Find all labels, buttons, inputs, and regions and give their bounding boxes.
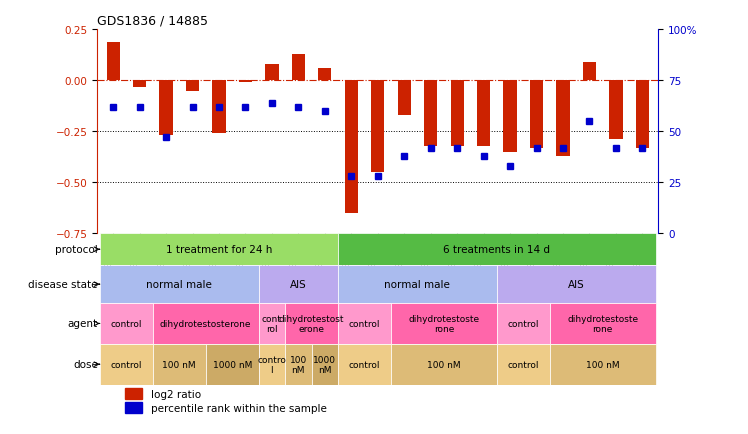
FancyBboxPatch shape <box>259 344 285 385</box>
FancyBboxPatch shape <box>391 303 497 344</box>
Bar <box>292 55 305 81</box>
Text: control: control <box>508 360 539 369</box>
Bar <box>424 81 438 146</box>
FancyBboxPatch shape <box>338 303 391 344</box>
Text: 100 nM: 100 nM <box>586 360 619 369</box>
Text: 100 nM: 100 nM <box>427 360 461 369</box>
FancyBboxPatch shape <box>259 266 338 303</box>
FancyBboxPatch shape <box>497 303 550 344</box>
FancyBboxPatch shape <box>100 266 259 303</box>
FancyBboxPatch shape <box>100 233 338 266</box>
Text: control: control <box>111 319 142 328</box>
Text: control: control <box>349 319 380 328</box>
Bar <box>371 81 384 173</box>
FancyBboxPatch shape <box>550 344 655 385</box>
FancyBboxPatch shape <box>338 344 391 385</box>
Text: 1000
nM: 1000 nM <box>313 355 337 374</box>
Bar <box>318 69 331 81</box>
Text: log2 ratio: log2 ratio <box>150 389 200 398</box>
Text: percentile rank within the sample: percentile rank within the sample <box>150 403 326 413</box>
Text: dihydrotestoste
rone: dihydrotestoste rone <box>408 314 479 333</box>
Bar <box>345 81 358 214</box>
Bar <box>212 81 226 134</box>
Bar <box>636 81 649 148</box>
Text: 100
nM: 100 nM <box>289 355 307 374</box>
FancyBboxPatch shape <box>497 344 550 385</box>
Text: contro
l: contro l <box>257 355 286 374</box>
FancyBboxPatch shape <box>285 303 338 344</box>
Text: 1000 nM: 1000 nM <box>212 360 252 369</box>
Bar <box>557 81 569 156</box>
Text: 6 treatments in 14 d: 6 treatments in 14 d <box>444 245 551 255</box>
Text: dihydrotestoste
rone: dihydrotestoste rone <box>567 314 638 333</box>
FancyBboxPatch shape <box>338 266 497 303</box>
Text: normal male: normal male <box>147 279 212 289</box>
Bar <box>398 81 411 116</box>
Text: AIS: AIS <box>290 279 307 289</box>
Text: normal male: normal male <box>384 279 450 289</box>
Text: agent: agent <box>67 319 98 329</box>
Text: 1 treatment for 24 h: 1 treatment for 24 h <box>166 245 272 255</box>
Bar <box>186 81 199 92</box>
Text: protocol: protocol <box>55 245 98 255</box>
FancyBboxPatch shape <box>153 344 206 385</box>
Bar <box>126 388 142 399</box>
Text: dose: dose <box>73 359 98 369</box>
FancyBboxPatch shape <box>312 344 338 385</box>
Bar <box>610 81 622 140</box>
Bar <box>106 43 120 81</box>
FancyBboxPatch shape <box>100 344 153 385</box>
Text: dihydrotestost
erone: dihydrotestost erone <box>279 314 344 333</box>
FancyBboxPatch shape <box>206 344 259 385</box>
FancyBboxPatch shape <box>259 303 285 344</box>
Bar <box>266 65 278 81</box>
Bar <box>126 402 142 414</box>
FancyBboxPatch shape <box>497 266 655 303</box>
Bar <box>450 81 464 146</box>
FancyBboxPatch shape <box>391 344 497 385</box>
Text: AIS: AIS <box>568 279 585 289</box>
Bar <box>159 81 173 136</box>
Bar <box>530 81 543 148</box>
Text: control: control <box>111 360 142 369</box>
FancyBboxPatch shape <box>100 303 153 344</box>
FancyBboxPatch shape <box>338 233 655 266</box>
Text: dihydrotestosterone: dihydrotestosterone <box>160 319 251 328</box>
Text: control: control <box>508 319 539 328</box>
Text: cont
rol: cont rol <box>262 314 282 333</box>
Text: 100 nM: 100 nM <box>162 360 196 369</box>
Text: GDS1836 / 14885: GDS1836 / 14885 <box>97 15 208 28</box>
FancyBboxPatch shape <box>550 303 655 344</box>
Bar <box>477 81 490 146</box>
Text: control: control <box>349 360 380 369</box>
Bar <box>583 63 596 81</box>
FancyBboxPatch shape <box>285 344 312 385</box>
FancyBboxPatch shape <box>153 303 259 344</box>
Bar <box>133 81 146 87</box>
Text: disease state: disease state <box>28 279 98 289</box>
Bar <box>503 81 517 152</box>
Bar <box>239 81 252 83</box>
